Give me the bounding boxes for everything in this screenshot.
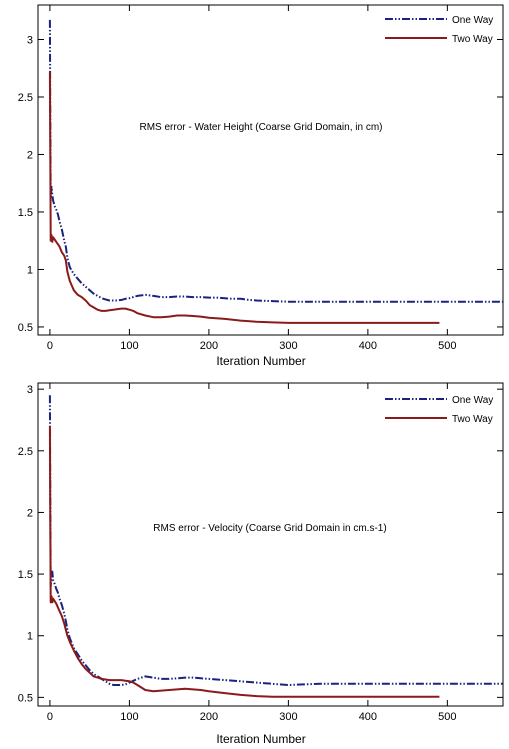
y-tick-label: 2 xyxy=(27,507,33,519)
x-axis-title: Iteration Number xyxy=(216,354,305,368)
x-tick-label: 100 xyxy=(120,711,138,723)
legend-label-one-way: One Way xyxy=(452,15,493,26)
x-tick-label: 300 xyxy=(279,711,297,723)
y-tick-label: 2.5 xyxy=(18,92,33,104)
x-tick-label: 300 xyxy=(279,340,297,352)
x-tick-label: 200 xyxy=(200,711,218,723)
x-tick-label: 400 xyxy=(359,340,377,352)
y-tick-label: 1 xyxy=(27,264,33,276)
y-tick-label: 0.5 xyxy=(18,322,33,334)
y-tick-label: 1.5 xyxy=(18,207,33,219)
legend-label-two-way: Two Way xyxy=(452,414,493,425)
y-tick-label: 3 xyxy=(27,384,33,396)
chart-annotation: RMS error - Velocity (Coarse Grid Domain… xyxy=(153,523,386,534)
chart-panel-velocity: RMS error - Velocity (Coarse Grid Domain… xyxy=(18,382,504,746)
chart-annotation: RMS error - Water Height (Coarse Grid Do… xyxy=(139,122,382,133)
x-tick-label: 100 xyxy=(120,340,138,352)
legend: One Way Two Way xyxy=(385,395,493,425)
y-tick-label: 1 xyxy=(27,631,33,643)
x-tick-label: 0 xyxy=(47,340,53,352)
y-tick-label: 2 xyxy=(27,149,33,161)
x-tick-label: 400 xyxy=(359,711,377,723)
legend: One Way Two Way xyxy=(385,15,493,45)
x-tick-label: 500 xyxy=(438,711,456,723)
x-axis-title: Iteration Number xyxy=(216,732,305,746)
plot-frame xyxy=(37,382,504,707)
y-tick-label: 0.5 xyxy=(18,692,33,704)
x-tick-label: 200 xyxy=(200,340,218,352)
y-tick-label: 2.5 xyxy=(18,446,33,458)
y-tick-label: 3 xyxy=(27,34,33,46)
series-line-one-way xyxy=(48,19,503,303)
x-tick-label: 500 xyxy=(438,340,456,352)
y-tick-label: 1.5 xyxy=(18,569,33,581)
series-line-one-way xyxy=(48,395,503,686)
legend-label-one-way: One Way xyxy=(452,395,493,406)
chart-panel-water-height: RMS error - Water Height (Coarse Grid Do… xyxy=(18,4,504,368)
x-tick-label: 0 xyxy=(47,711,53,723)
plot-frame xyxy=(37,4,504,336)
legend-label-two-way: Two Way xyxy=(452,34,493,45)
series-line-two-way xyxy=(48,71,440,324)
series-line-two-way xyxy=(48,426,440,698)
